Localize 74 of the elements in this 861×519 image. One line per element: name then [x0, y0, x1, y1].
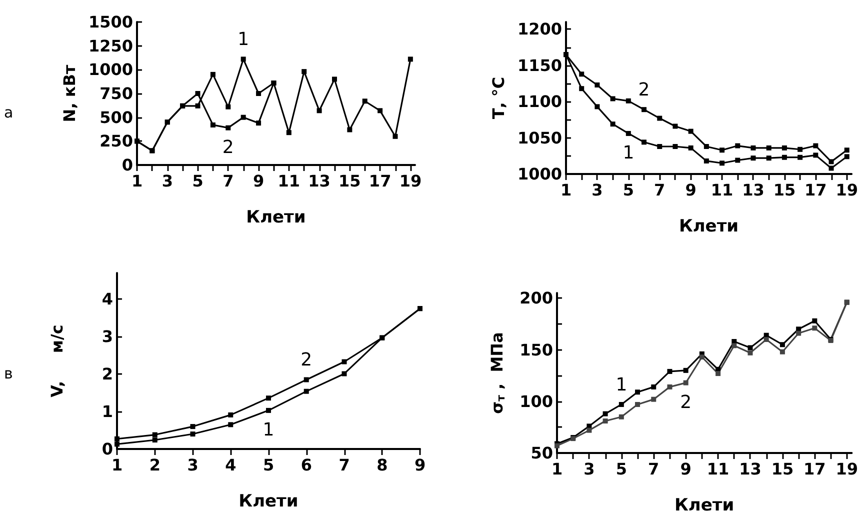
x-tick-label: 17: [368, 172, 392, 190]
x-tick-label: 13: [308, 172, 330, 190]
x-tick-label: 7: [338, 456, 350, 474]
y-axis-title: σт , МПа: [488, 332, 508, 414]
series-label: 2: [680, 392, 692, 413]
y-tick-label: 1200: [517, 20, 562, 39]
x-tick-label: 9: [680, 460, 692, 478]
y-axis-title: Т, °С: [489, 76, 508, 120]
y-tick-label: 750: [100, 84, 133, 103]
x-tick-label: 15: [338, 172, 361, 190]
series-label: 2: [300, 350, 312, 371]
x-tick-label: 3: [592, 180, 603, 200]
x-tick-label: 13: [739, 460, 762, 478]
x-axis-title: Клети: [246, 208, 306, 228]
y-tick-label: 4: [102, 290, 113, 309]
x-tick-label: 3: [162, 172, 173, 190]
x-tick-label: 15: [773, 180, 796, 200]
y-tick-label: 1: [102, 402, 113, 422]
series-label: 1: [238, 29, 250, 50]
x-tick-label: 7: [654, 180, 666, 200]
x-tick-label: 13: [742, 180, 764, 200]
x-axis-title: Клети: [238, 492, 298, 512]
x-tick-label: 8: [376, 456, 388, 474]
x-tick-label: 9: [685, 180, 696, 200]
y-tick-label: 200: [520, 288, 553, 308]
y-tick-label: 0: [122, 156, 133, 174]
x-tick-label: 19: [836, 460, 858, 478]
x-tick-label: 17: [804, 180, 827, 200]
x-tick-label: 9: [252, 172, 264, 190]
x-tick-label: 11: [710, 180, 734, 200]
x-tick-label: 5: [192, 172, 204, 190]
x-tick-label: 5: [616, 460, 627, 478]
y-tick-label: 1000: [88, 60, 133, 80]
x-axis-title: Клети: [674, 496, 734, 516]
y-tick-label: 0: [102, 440, 113, 458]
x-axis-title: Клети: [678, 216, 739, 236]
x-tick-label: 5: [262, 456, 274, 474]
y-tick-label: 250: [100, 132, 133, 151]
text: а: [4, 104, 14, 122]
series-label: 1: [622, 142, 634, 164]
y-tick-label: 1050: [517, 128, 562, 148]
y-tick-label: 1100: [517, 92, 562, 112]
y-tick-label: 1250: [88, 36, 133, 56]
x-tick-label: 9: [414, 456, 426, 474]
x-tick-label: 15: [771, 460, 794, 478]
series-label: 2: [222, 136, 234, 158]
text: в: [4, 364, 13, 382]
x-tick-label: 11: [278, 172, 300, 190]
x-tick-label: 3: [584, 460, 595, 478]
y-tick-label: 100: [520, 392, 553, 411]
x-tick-label: 11: [706, 460, 730, 478]
y-tick-label: 2: [102, 364, 113, 384]
x-tick-label: 5: [622, 180, 634, 200]
x-tick-label: 7: [648, 460, 660, 478]
x-tick-label: 6: [300, 456, 312, 474]
y-axis-title: N, кВт: [60, 64, 80, 122]
series-label: 2: [638, 80, 650, 101]
x-tick-label: 17: [804, 460, 826, 478]
y-axis-title: V, м/с: [48, 324, 66, 398]
y-tick-label: 1000: [517, 164, 562, 184]
series-label: 1: [616, 374, 628, 396]
y-tick-label: 3: [102, 327, 113, 346]
y-tick-label: 1500: [88, 12, 133, 32]
x-tick-label: 3: [187, 456, 198, 474]
y-tick-label: 50: [530, 444, 553, 462]
x-tick-label: 19: [399, 172, 422, 190]
x-tick-label: 7: [222, 172, 234, 190]
y-tick-label: 150: [520, 340, 553, 360]
y-tick-label: 1150: [517, 56, 562, 75]
y-tick-label: 500: [100, 108, 133, 127]
x-tick-label: 19: [836, 180, 858, 200]
x-tick-label: 2: [149, 456, 160, 474]
x-tick-label: 4: [225, 456, 236, 474]
series-label: 1: [262, 419, 274, 440]
